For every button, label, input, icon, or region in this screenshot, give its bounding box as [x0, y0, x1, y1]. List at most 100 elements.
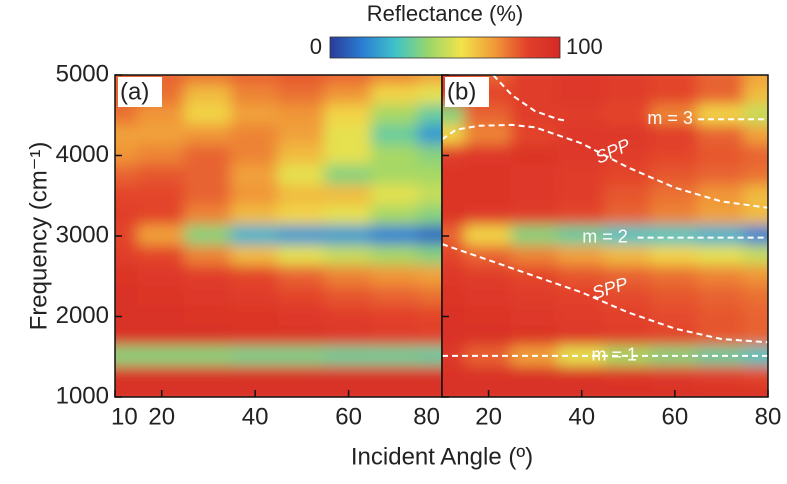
heatmap-cell [277, 345, 327, 368]
heatmap-cell [442, 204, 467, 227]
heatmap-cell [370, 285, 420, 308]
heatmap-cell [137, 204, 187, 227]
heatmap-cell [184, 345, 233, 368]
curve-label: m = 2 [582, 226, 628, 246]
heatmap-cell [370, 184, 420, 207]
heatmap-cell [510, 124, 560, 147]
heatmap-cell [324, 84, 373, 107]
heatmap-cell [442, 325, 467, 348]
heatmap-cell [184, 224, 233, 248]
heatmap-cell [557, 124, 606, 147]
heatmap-cell [697, 104, 746, 127]
heatmap-cell [184, 84, 233, 107]
heatmap-cell [442, 224, 467, 248]
heatmap-cell [743, 265, 768, 288]
heatmap-cell [277, 204, 327, 227]
heatmap-cell [277, 84, 327, 107]
x-tick-label: 40 [242, 403, 269, 430]
heatmap-cell [370, 245, 420, 268]
heatmap-cell [230, 144, 280, 167]
heatmap-cell [650, 104, 700, 127]
heatmap-cell [464, 325, 513, 348]
heatmap-cells [442, 75, 768, 397]
heatmap-cell [324, 204, 373, 227]
heatmap-cell [743, 84, 768, 107]
heatmap-cell [324, 325, 373, 348]
heatmap-cell [417, 385, 442, 397]
heatmap-cell [417, 365, 442, 388]
heatmap-cell [604, 164, 653, 187]
panel-label-box [445, 77, 489, 107]
heatmap-cell [697, 164, 746, 187]
heatmap-cell [137, 164, 187, 187]
heatmap-cell [115, 325, 140, 348]
heatmap-cell [650, 325, 700, 348]
heatmap-cell [324, 164, 373, 187]
heatmap-cell [184, 325, 233, 348]
heatmap-cell [184, 265, 233, 288]
heatmap-cell [115, 265, 140, 288]
heatmap-cell [743, 224, 768, 248]
heatmap-cell [464, 345, 513, 368]
heatmap-cell [557, 104, 606, 127]
heatmap-cell [442, 385, 467, 397]
heatmap-cell [650, 84, 700, 107]
heatmap-cell [650, 144, 700, 167]
heatmap-cell [697, 184, 746, 207]
heatmap-cell [604, 84, 653, 107]
heatmap-cell [417, 325, 442, 348]
heatmap-cell [230, 265, 280, 288]
colorbar-tick-label: 0 [310, 34, 322, 59]
heatmap-cell [230, 345, 280, 368]
heatmap-cell [370, 305, 420, 328]
x-tick-label: 80 [755, 403, 782, 430]
heatmap-cell [184, 104, 233, 127]
heatmap-cell [417, 84, 442, 107]
heatmap-cell [464, 285, 513, 308]
heatmap-cell [743, 164, 768, 187]
heatmap-cell [137, 285, 187, 308]
heatmap-cell [650, 75, 700, 87]
heatmap-cell [604, 285, 653, 308]
heatmap-cell [115, 224, 140, 248]
heatmap-cell [324, 345, 373, 368]
heatmap-cell [277, 224, 327, 248]
heatmap-cell [137, 245, 187, 268]
heatmap-cell [510, 305, 560, 328]
heatmap-cell [510, 365, 560, 388]
heatmap-cell [370, 104, 420, 127]
heatmap-cell [442, 285, 467, 308]
heatmap-cell [697, 204, 746, 227]
heatmap-cell [510, 285, 560, 308]
heatmap-cell [324, 265, 373, 288]
heatmap-cell [442, 365, 467, 388]
heatmap-cell [557, 184, 606, 207]
heatmap-cell [697, 325, 746, 348]
heatmap-cell [417, 144, 442, 167]
heatmap-cell [417, 75, 442, 87]
x-tick-label: 20 [475, 403, 502, 430]
heatmap-cell [370, 345, 420, 368]
dashed-curve [492, 75, 568, 122]
heatmap-cell [650, 164, 700, 187]
heatmap-cell [137, 144, 187, 167]
heatmap-cell [137, 104, 187, 127]
heatmap-cell [184, 164, 233, 187]
panel-label-box [118, 77, 162, 107]
heatmap-cell [324, 285, 373, 308]
heatmap-cell [370, 325, 420, 348]
heatmap-cell [697, 365, 746, 388]
heatmap-cell [697, 265, 746, 288]
heatmap-cell [324, 104, 373, 127]
heatmap-cell [697, 385, 746, 397]
heatmap-cell [417, 224, 442, 248]
heatmap-cell [324, 365, 373, 388]
heatmap-cell [417, 305, 442, 328]
heatmap-cell [604, 204, 653, 227]
y-tick-label: 3000 [56, 221, 109, 248]
heatmap-cell [137, 124, 187, 147]
heatmap-cell [604, 345, 653, 368]
heatmap-cell [510, 84, 560, 107]
heatmap-cell [557, 265, 606, 288]
